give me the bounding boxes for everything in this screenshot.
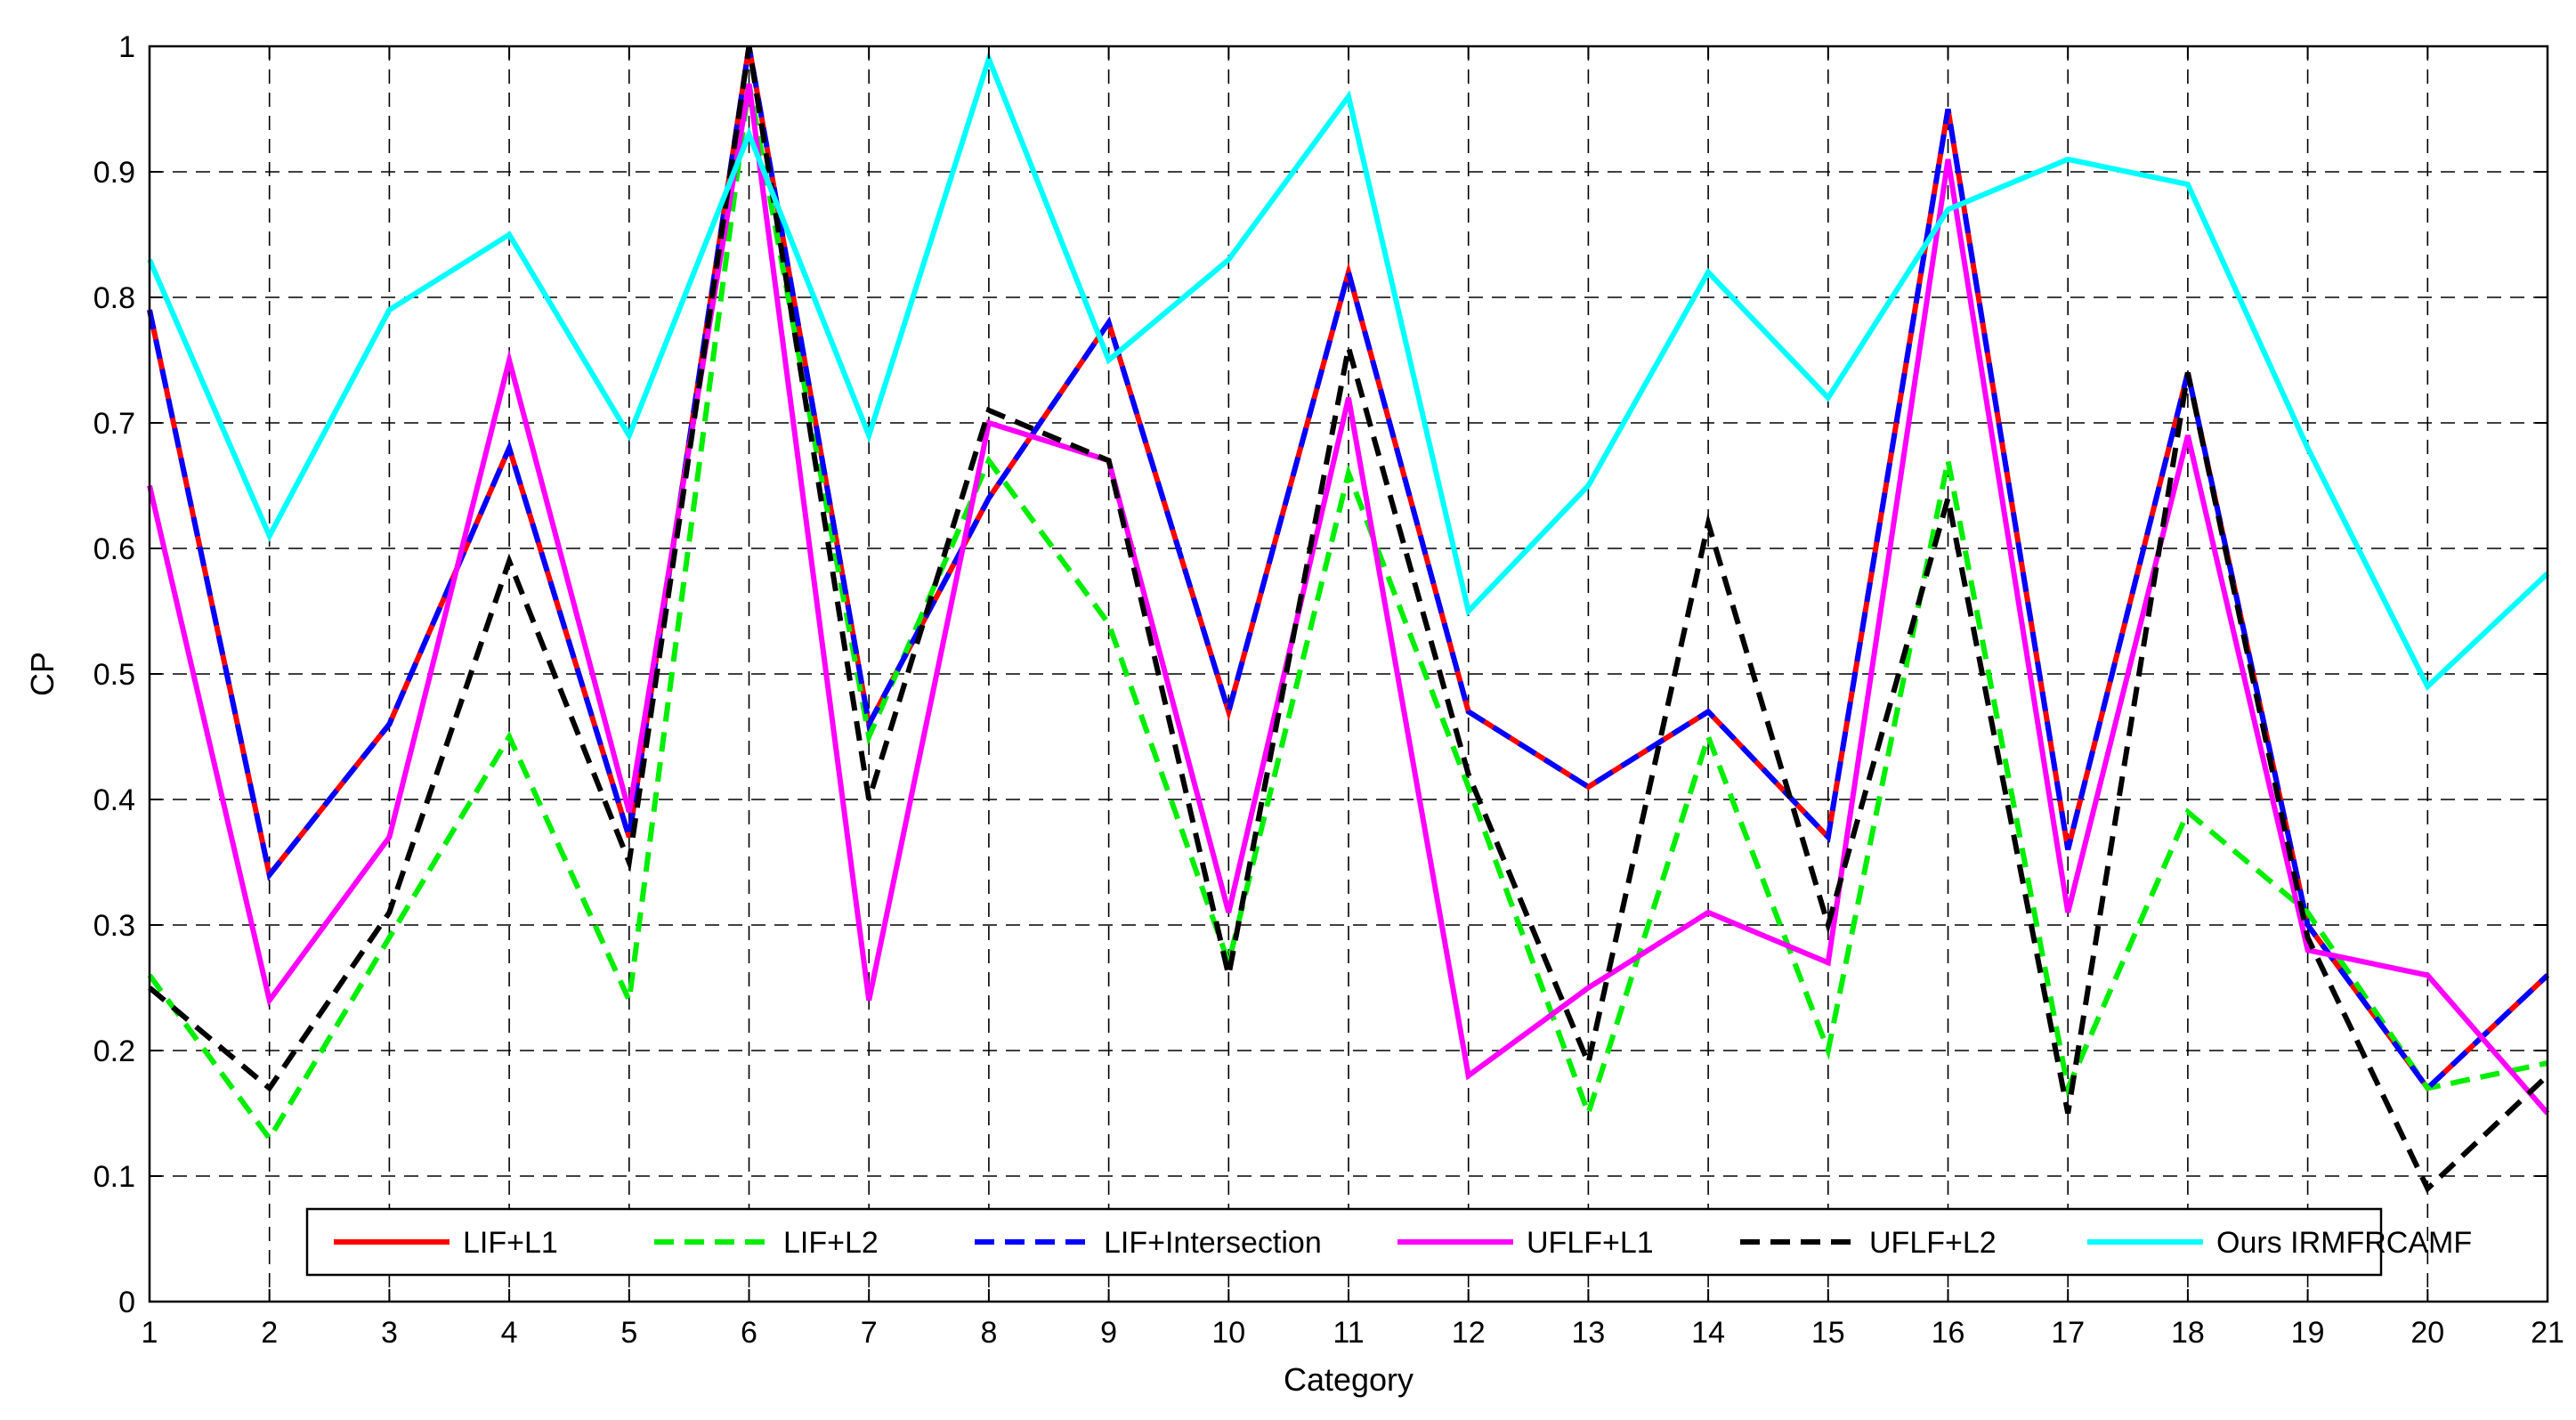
series-line-2 bbox=[147, 45, 2550, 1092]
y-tick-label: 0.8 bbox=[93, 281, 135, 315]
series-line-4 bbox=[148, 45, 2550, 1194]
series-line-5 bbox=[147, 51, 2550, 692]
legend-label-1: LIF+L2 bbox=[783, 1226, 879, 1260]
x-tick-label: 21 bbox=[2531, 1316, 2564, 1350]
y-tick-label: 0.9 bbox=[93, 156, 135, 190]
x-tick-label: 19 bbox=[2291, 1316, 2325, 1350]
legend: LIF+L1 LIF+L2 LIF+Intersection UFLF+L1 UFLF+… bbox=[305, 1207, 2472, 1277]
y-tick-label: 0.3 bbox=[93, 909, 135, 943]
x-tick-labels: 1 2 3 4 5 6 7 8 9 10 11 12 13 14 15 16 17 18 19 20 21 bbox=[142, 1316, 2564, 1350]
legend-label-2: LIF+Intersection bbox=[1104, 1226, 1322, 1260]
x-tick-label: 5 bbox=[620, 1316, 637, 1350]
x-tick-label: 13 bbox=[1571, 1316, 1605, 1350]
x-tick-label: 14 bbox=[1691, 1316, 1725, 1350]
x-tick-label: 20 bbox=[2410, 1316, 2444, 1350]
x-tick-label: 9 bbox=[1100, 1316, 1117, 1350]
y-tick-label: 0 bbox=[118, 1286, 135, 1319]
y-tick-label: 1 bbox=[118, 30, 135, 64]
y-tick-label: 0.1 bbox=[93, 1160, 135, 1194]
x-tick-label: 15 bbox=[1811, 1316, 1845, 1350]
x-tick-label: 17 bbox=[2051, 1316, 2085, 1350]
x-tick-label: 3 bbox=[381, 1316, 398, 1350]
series-line-1 bbox=[147, 83, 2548, 1144]
x-tick-label: 2 bbox=[261, 1316, 278, 1350]
x-tick-label: 6 bbox=[741, 1316, 757, 1350]
x-tick-label: 18 bbox=[2171, 1316, 2205, 1350]
x-tick-label: 12 bbox=[1452, 1316, 1486, 1350]
series-line-3 bbox=[147, 83, 2550, 1116]
x-tick-label: 16 bbox=[1932, 1316, 1965, 1350]
legend-label-3: UFLF+L1 bbox=[1527, 1226, 1654, 1260]
series-lines bbox=[147, 45, 2550, 1194]
x-tick-label: 4 bbox=[501, 1316, 518, 1350]
y-tick-label: 0.7 bbox=[93, 407, 135, 441]
y-axis-label: CP bbox=[24, 652, 61, 696]
x-tick-label: 1 bbox=[142, 1316, 158, 1350]
legend-label-0: LIF+L1 bbox=[463, 1226, 558, 1260]
y-tick-label: 0.5 bbox=[93, 658, 135, 692]
y-tick-label: 0.4 bbox=[93, 783, 135, 817]
x-axis-label: Category bbox=[1284, 1361, 1414, 1398]
x-tick-label: 10 bbox=[1211, 1316, 1245, 1350]
x-tick-label: 7 bbox=[861, 1316, 878, 1350]
legend-label-5: Ours IRMFRCAMF bbox=[2216, 1226, 2472, 1260]
x-tick-label: 11 bbox=[1333, 1316, 1364, 1350]
y-tick-label: 0.2 bbox=[93, 1035, 135, 1068]
y-tick-labels: 0 0.1 0.2 0.3 0.4 0.5 0.6 0.7 0.8 0.9 1 bbox=[93, 30, 135, 1319]
legend-box bbox=[305, 1207, 2383, 1277]
y-tick-label: 0.6 bbox=[93, 532, 135, 566]
legend-label-4: UFLF+L2 bbox=[1869, 1226, 1997, 1260]
axis-ticks bbox=[149, 45, 2548, 1302]
x-tick-label: 8 bbox=[980, 1316, 997, 1350]
